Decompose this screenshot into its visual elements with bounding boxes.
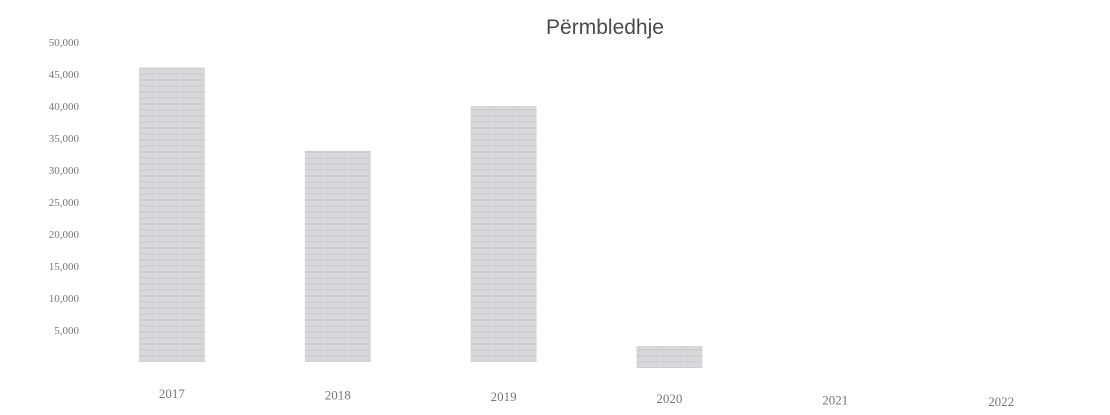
bar-2020 (636, 346, 703, 368)
y-tick-label: 5,000 (54, 325, 79, 337)
y-axis-ticks: 5,000 10,000 15,000 20,000 25,000 30,000 35,00… (49, 37, 80, 337)
x-tick-label-2017: 2017 (159, 386, 186, 401)
y-tick-label: 25,000 (49, 197, 80, 209)
x-tick-label-2018: 2018 (325, 388, 351, 403)
x-axis-ticks: 2017 2018 2019 2020 2021 2022 (159, 386, 1014, 409)
x-tick-label-2022: 2022 (988, 394, 1014, 409)
chart-title: Përmbledhje (546, 16, 664, 39)
y-tick-label: 45,000 (49, 69, 80, 81)
y-tick-label: 10,000 (49, 293, 80, 305)
y-tick-label: 30,000 (49, 165, 80, 177)
x-tick-label-2020: 2020 (656, 391, 682, 406)
y-tick-label: 20,000 (49, 229, 80, 241)
x-tick-label-2019: 2019 (491, 389, 517, 404)
bar-2017 (138, 67, 205, 362)
y-tick-label: 50,000 (49, 37, 80, 49)
bars-group (138, 67, 703, 368)
bar-2018 (304, 150, 371, 362)
y-tick-label: 35,000 (49, 133, 80, 145)
y-tick-label: 40,000 (49, 101, 80, 113)
bar-2019 (470, 106, 537, 362)
y-tick-label: 15,000 (49, 261, 80, 273)
x-tick-label-2021: 2021 (822, 392, 848, 407)
